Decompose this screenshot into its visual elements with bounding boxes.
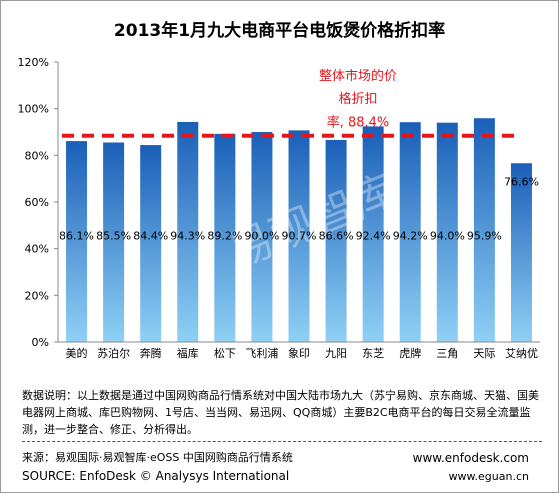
- y-tick-label: 40%: [25, 243, 49, 256]
- x-tick-label: 松下: [214, 346, 236, 360]
- bar: [103, 142, 125, 342]
- footer-divider: [22, 441, 542, 442]
- data-label: 86.6%: [319, 229, 354, 242]
- enfodesk-url: www.enfodesk.com: [412, 451, 529, 465]
- bar-chart: 0%20%40%60%80%100%120% 易观智库 86.1% 85.5% 84…: [18, 56, 540, 360]
- data-label: 95.9%: [467, 229, 502, 242]
- bar: [399, 122, 421, 342]
- y-tick-label: 0%: [32, 336, 49, 349]
- annotation-line: 格折扣: [338, 91, 377, 107]
- x-tick-label: 奔腾: [140, 346, 162, 360]
- data-label: 86.1%: [59, 229, 94, 242]
- y-tick-label: 80%: [25, 149, 49, 162]
- y-tick-label: 100%: [18, 103, 49, 116]
- bars: [66, 118, 532, 343]
- x-tick-label: 天际: [473, 347, 495, 360]
- bar: [436, 122, 458, 343]
- bar: [325, 139, 347, 342]
- value-labels: 86.1% 85.5% 84.4% 94.3% 89.2% 90.0% 90.7% 86.6%…: [59, 175, 539, 242]
- y-axis: 0% 20% 40% 60% 80% 100% 120%: [18, 56, 59, 349]
- x-axis: 美的 苏泊尔 奔腾 福库 松下 飞利浦 象印 九阳 东芝 虎牌 三角 天际 艾纳优: [58, 341, 540, 360]
- x-tick-label: 飞利浦: [245, 347, 278, 360]
- bar: [288, 130, 310, 342]
- bar: [362, 126, 384, 343]
- x-tick-label: 九阳: [325, 347, 347, 360]
- bar: [251, 132, 273, 342]
- data-label: 92.4%: [356, 229, 391, 242]
- bar: [214, 133, 236, 342]
- data-label: 89.2%: [207, 229, 242, 242]
- x-tick-label: 福库: [177, 346, 199, 360]
- data-label: 84.4%: [133, 229, 168, 242]
- x-tick-label: 虎牌: [399, 346, 421, 360]
- x-tick-label: 三角: [436, 347, 458, 360]
- data-label: 94.0%: [430, 229, 465, 242]
- bar: [510, 163, 532, 342]
- y-tick-label: 60%: [25, 196, 49, 209]
- x-tick-label: 苏泊尔: [97, 347, 130, 360]
- bar: [473, 118, 495, 342]
- annotation-line: 整体市场的价: [319, 68, 397, 84]
- data-label: 90.7%: [282, 229, 317, 242]
- data-label: 85.5%: [96, 229, 131, 242]
- bar: [177, 121, 199, 342]
- data-label: 76.6%: [504, 175, 539, 188]
- data-label: 94.3%: [170, 229, 205, 242]
- data-label: 94.2%: [393, 229, 428, 242]
- y-tick-label: 20%: [25, 289, 49, 302]
- x-tick-label: 艾纳优: [505, 347, 538, 360]
- source-chinese: 来源：易观国际·易观智库·eOSS 中国网购商品行情系统: [22, 451, 293, 464]
- bar: [66, 141, 88, 342]
- data-label: 90.0%: [244, 229, 279, 242]
- chart-title: 2013年1月九大电商平台电饭煲价格折扣率: [113, 21, 446, 41]
- annotation-line: 率, 88.4%: [327, 115, 390, 131]
- source-english: SOURCE: EnfoDesk © Analysys Internationa…: [22, 469, 290, 483]
- data-note: 数据说明：以上数据是通过中国网购商品行情系统对中国大陆市场九大（苏宁易购、京东商…: [22, 389, 539, 436]
- x-tick-label: 象印: [288, 347, 310, 360]
- y-tick-label: 120%: [18, 56, 49, 69]
- x-tick-label: 美的: [66, 346, 88, 360]
- x-tick-label: 东芝: [362, 347, 384, 360]
- bar: [140, 145, 162, 342]
- eguan-url: www.eguan.cn: [448, 470, 529, 483]
